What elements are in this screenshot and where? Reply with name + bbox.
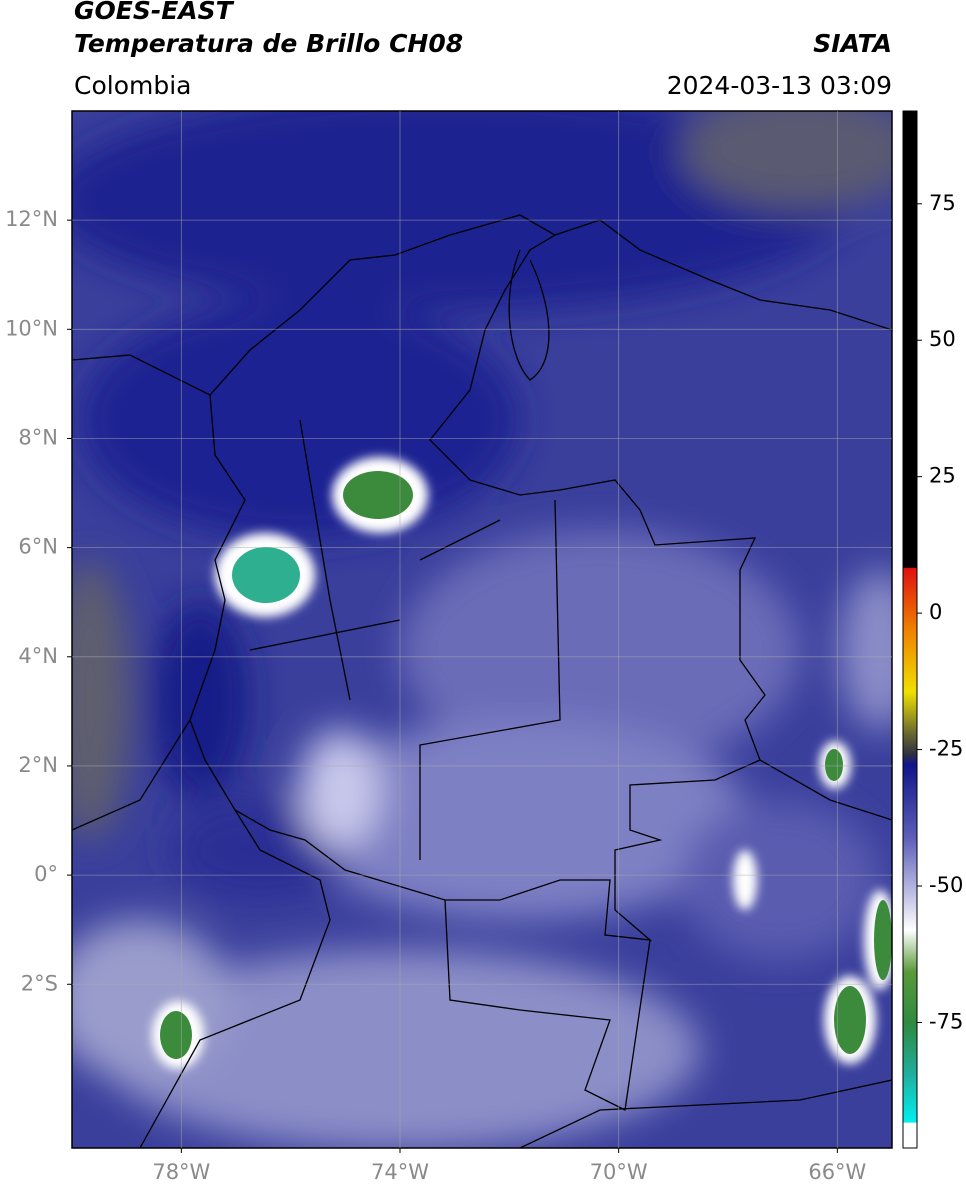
y-tick-label: 12°N [5, 207, 58, 231]
subtitle: Temperatura de Brillo CH08 [74, 29, 463, 58]
title: GOES-EAST [74, 0, 235, 25]
datetime: 2024-03-13 03:09 [667, 71, 892, 100]
y-tick-label: 10°N [5, 316, 58, 340]
map-frame [71, 110, 893, 1149]
colorbar-tick-label: 25 [929, 464, 956, 488]
x-tick-label: 78°W [152, 1160, 210, 1184]
satellite-image [72, 111, 892, 1148]
region: Colombia [74, 71, 191, 100]
colorbar [902, 110, 918, 1149]
colorbar-tick-label: -75 [929, 1009, 963, 1033]
colorbar-tick-label: 75 [929, 191, 956, 215]
y-tick-label: 0° [34, 862, 58, 886]
x-tick-label: 70°W [590, 1160, 648, 1184]
x-tick-label: 66°W [808, 1160, 866, 1184]
source: SIATA [813, 29, 892, 58]
colorbar-tick-label: -50 [929, 873, 963, 897]
y-tick-label: 8°N [18, 425, 58, 449]
x-tick-label: 74°W [371, 1160, 429, 1184]
colorbar-tick-label: -25 [929, 737, 963, 761]
colorbar-tick-label: 0 [929, 600, 942, 624]
y-tick-label: 2°N [18, 753, 58, 777]
y-tick-label: 6°N [18, 535, 58, 559]
y-tick-label: 2°S [21, 971, 58, 995]
colorbar-tick-label: 50 [929, 327, 956, 351]
y-tick-label: 4°N [18, 644, 58, 668]
ticks: 78°W 74°W 70°W 66°W 12°N 10°N 8°N 6°N 4°N 2°N 0° 2°… [5, 111, 963, 1184]
